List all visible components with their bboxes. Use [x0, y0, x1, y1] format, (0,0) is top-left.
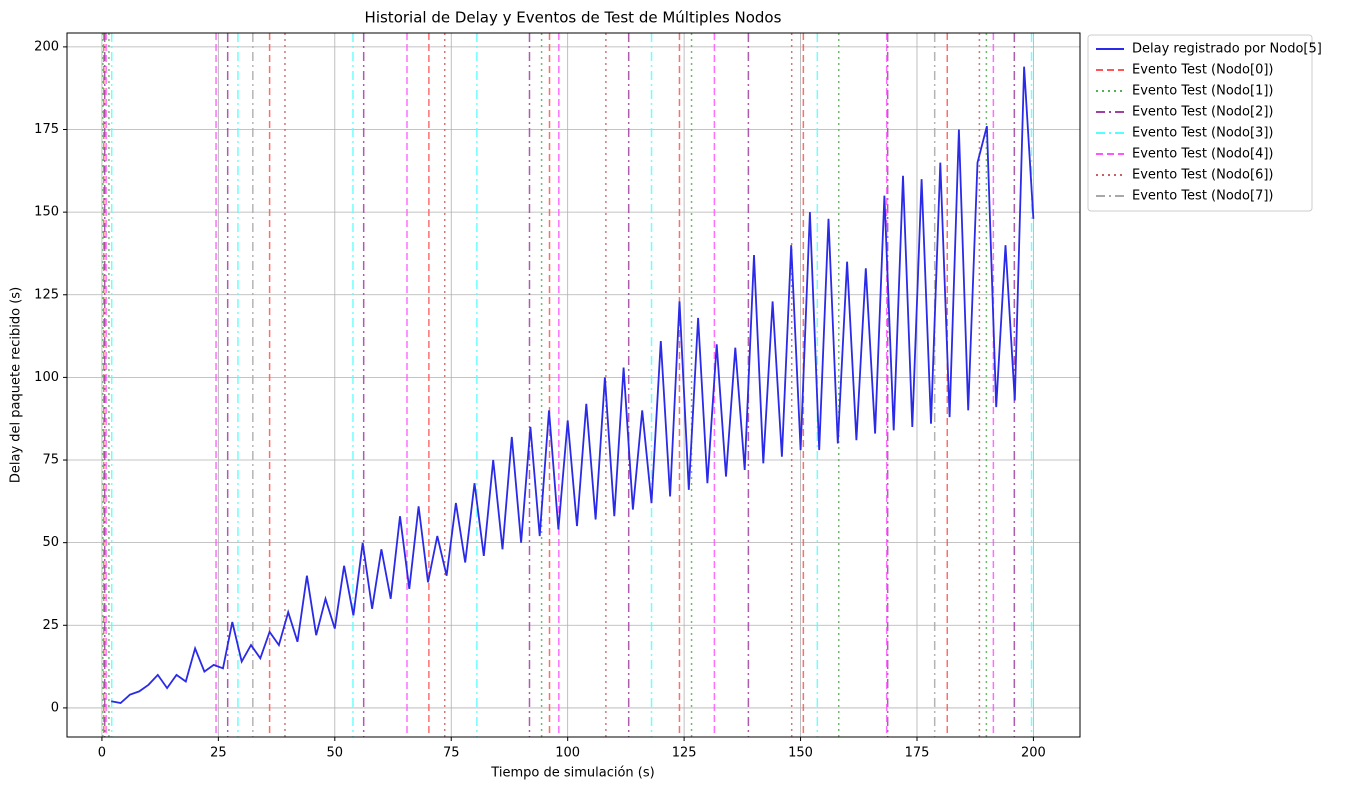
- x-tick-label: 175: [905, 746, 930, 761]
- x-tick-label: 150: [788, 746, 813, 761]
- x-axis-label: Tiempo de simulación (s): [490, 766, 654, 781]
- plot-frame: [66, 32, 1081, 738]
- x-tick-label: 25: [210, 746, 227, 761]
- x-tick-label: 125: [672, 746, 697, 761]
- y-tick-label: 50: [42, 535, 59, 550]
- legend-label: Evento Test (Nodo[6]): [1132, 168, 1274, 183]
- chart-title: Historial de Delay y Eventos de Test de …: [365, 9, 782, 27]
- x-tick-label: 0: [98, 746, 106, 761]
- y-tick-label: 200: [34, 39, 59, 54]
- y-tick-label: 150: [34, 205, 59, 220]
- legend-label: Delay registrado por Nodo[5]: [1132, 42, 1322, 57]
- legend-label: Evento Test (Nodo[3]): [1132, 126, 1274, 141]
- y-axis-label: Delay del paquete recibido (s): [9, 287, 24, 483]
- x-tick-label: 75: [443, 746, 460, 761]
- x-tick-label: 200: [1021, 746, 1046, 761]
- y-tick-label: 0: [51, 700, 59, 715]
- delay-line: [111, 66, 1035, 704]
- y-tick-label: 125: [34, 287, 59, 302]
- legend-label: Evento Test (Nodo[1]): [1132, 84, 1274, 99]
- y-tick-label: 100: [34, 370, 59, 385]
- y-tick-label: 75: [42, 453, 59, 468]
- legend-box: [1087, 34, 1313, 212]
- x-tick-label: 50: [327, 746, 344, 761]
- legend-label: Evento Test (Nodo[0]): [1132, 63, 1274, 78]
- legend-label: Evento Test (Nodo[4]): [1132, 147, 1274, 162]
- x-tick-label: 100: [555, 746, 580, 761]
- legend-label: Evento Test (Nodo[7]): [1132, 189, 1274, 204]
- legend-label: Evento Test (Nodo[2]): [1132, 105, 1274, 120]
- y-tick-label: 175: [34, 122, 59, 137]
- y-tick-label: 25: [42, 618, 59, 633]
